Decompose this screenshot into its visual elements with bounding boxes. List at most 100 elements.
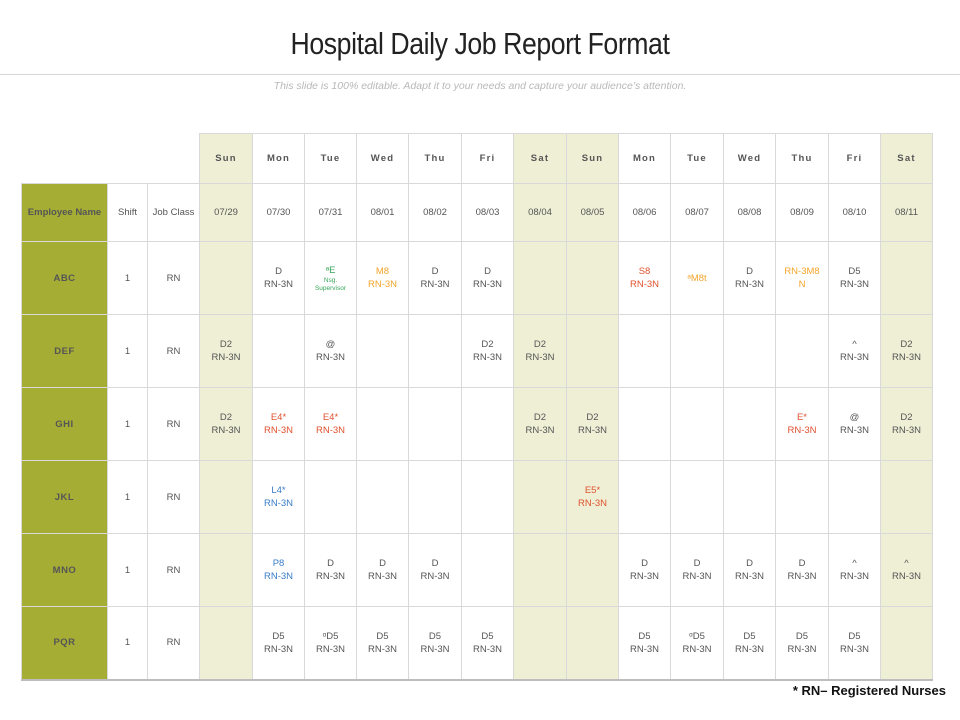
schedule-cell: D RN-3N xyxy=(408,241,462,315)
day-header: Fri xyxy=(461,133,514,184)
employee-name: JKL xyxy=(21,460,108,534)
schedule-cell: D2 RN-3N xyxy=(199,314,253,388)
shift-code: RN-3N xyxy=(263,643,294,655)
date-header: 07/29 xyxy=(199,183,253,242)
schedule-body: ABC 1 RN D RN-3N ᵃE Nsg. Supervisor M8 RN-3N D RN-3… xyxy=(21,241,933,681)
schedule-cell: D5 RN-3N xyxy=(775,606,829,681)
schedule-cell xyxy=(828,460,881,534)
shift-code: RN-3M8 xyxy=(784,266,820,277)
employee-row: MNO 1 RN P8 RN-3N D RN-3N D RN-3N D RN-3N D RN-3N D RN… xyxy=(21,533,933,607)
shift-code: D xyxy=(431,266,439,277)
shift-value: 1 xyxy=(107,606,148,681)
schedule-cell: @ RN-3N xyxy=(304,314,357,388)
day-header: Mon xyxy=(618,133,671,184)
schedule-cell: E4* RN-3N xyxy=(252,387,305,461)
shift-code: RN-3N xyxy=(315,571,346,582)
schedule-cell xyxy=(199,241,253,315)
schedule-cell xyxy=(513,606,567,681)
schedule-cell xyxy=(618,314,671,388)
schedule-cell: ᵅD5 RN-3N xyxy=(670,606,724,681)
schedule-cell xyxy=(723,460,776,534)
day-header: Fri xyxy=(828,133,881,184)
shift-code: ^ xyxy=(852,558,857,569)
shift-code: D xyxy=(746,558,753,569)
schedule-cell: D RN-3N xyxy=(775,533,829,607)
schedule-cell: D RN-3N xyxy=(618,533,671,607)
schedule-cell xyxy=(880,460,933,534)
day-header: Sat xyxy=(513,133,567,184)
schedule-cell xyxy=(356,460,409,534)
shift-code: RN-3N xyxy=(525,425,555,436)
schedule-cell xyxy=(723,387,776,461)
schedule-cell xyxy=(356,314,409,388)
shift-value: 1 xyxy=(107,460,148,534)
shift-code: RN-3N xyxy=(787,571,817,582)
date-header: 08/02 xyxy=(408,183,462,242)
shift-value: 1 xyxy=(107,387,148,461)
shift-value: 1 xyxy=(107,533,148,607)
schedule-cell: E5* RN-3N xyxy=(566,460,619,534)
shift-code: S8 xyxy=(638,266,651,277)
schedule-cell: @ RN-3N xyxy=(828,387,881,461)
shift-code: D2 xyxy=(900,339,913,350)
date-header-row: Employee Name Shift Job Class 07/29 07/30… xyxy=(21,183,933,242)
shift-code: RN-3N xyxy=(787,425,817,436)
day-header: Sun xyxy=(199,133,253,184)
day-header: Wed xyxy=(723,133,776,184)
shift-code: ^ xyxy=(852,339,857,350)
shift-code: D5 xyxy=(481,630,494,642)
employee-name-header: Employee Name xyxy=(21,183,108,242)
schedule-cell: M8 RN-3N xyxy=(356,241,409,315)
schedule-cell: P8 RN-3N xyxy=(252,533,305,607)
schedule-cell: D2 RN-3N xyxy=(513,314,567,388)
job-class-value: RN xyxy=(147,387,200,461)
shift-code: E4* xyxy=(270,412,287,423)
shift-code: RN-3N xyxy=(839,279,870,290)
employee-name: ABC xyxy=(21,241,108,315)
date-header: 08/07 xyxy=(670,183,724,242)
schedule-cell: D5 RN-3N xyxy=(461,606,514,681)
employee-name: PQR xyxy=(21,606,108,681)
schedule-cell: E4* RN-3N xyxy=(304,387,357,461)
shift-code: D5 xyxy=(743,630,756,642)
job-class-value: RN xyxy=(147,314,200,388)
date-header: 08/04 xyxy=(513,183,567,242)
shift-code: L4* xyxy=(271,485,286,496)
schedule-cell: D2 RN-3N xyxy=(566,387,619,461)
shift-code: D5 xyxy=(848,266,861,277)
schedule-cell: D2 RN-3N xyxy=(880,387,933,461)
shift-code: D2 xyxy=(219,339,233,350)
shift-code: D xyxy=(379,558,386,569)
schedule-cell: S8 RN-3N xyxy=(618,241,671,315)
shift-code: D5 xyxy=(428,630,442,642)
shift-code: RN-3N xyxy=(263,425,294,436)
shift-code: ᵅD5 xyxy=(322,630,339,642)
day-header: Mon xyxy=(252,133,305,184)
shift-code: RN-3N xyxy=(211,425,241,436)
footnote: * RN– Registered Nurses xyxy=(792,683,946,698)
shift-code: RN-3N xyxy=(525,352,555,363)
schedule-cell xyxy=(461,387,514,461)
schedule-cell: D RN-3N xyxy=(408,533,462,607)
date-header: 08/01 xyxy=(356,183,409,242)
schedule-cell: D5 RN-3N xyxy=(828,241,881,315)
employee-name: DEF xyxy=(21,314,108,388)
shift-code: D5 xyxy=(272,630,285,642)
shift-code: RN-3N xyxy=(891,352,922,363)
job-class-value: RN xyxy=(147,241,200,315)
shift-code: D xyxy=(431,558,439,569)
schedule-cell: D5 RN-3N xyxy=(618,606,671,681)
shift-code: M8 xyxy=(375,266,390,277)
day-header: Tue xyxy=(670,133,724,184)
schedule-cell: D RN-3N xyxy=(356,533,409,607)
job-class-value: RN xyxy=(147,606,200,681)
schedule-cell xyxy=(566,241,619,315)
shift-code: D2 xyxy=(219,412,233,423)
date-header: 08/11 xyxy=(880,183,933,242)
shift-header: Shift xyxy=(107,183,148,242)
shift-code: RN-3N xyxy=(211,352,241,363)
shift-code: RN-3N xyxy=(839,643,870,655)
employee-row: GHI 1 RN D2 RN-3N E4* RN-3N E4* RN-3N D2 RN-3N D2 RN… xyxy=(21,387,933,461)
date-header: 08/10 xyxy=(828,183,881,242)
job-class-header: Job Class xyxy=(147,183,200,242)
